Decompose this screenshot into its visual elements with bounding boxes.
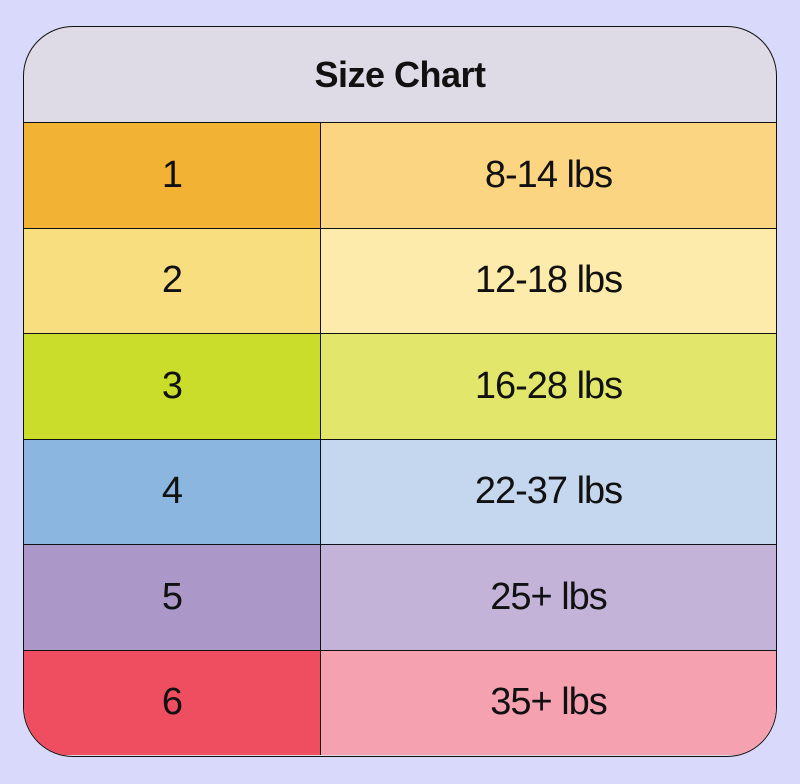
size-cell: 3 [24,334,321,439]
table-row: 4 22-37 lbs [24,439,776,545]
size-cell: 4 [24,439,321,544]
size-cell: 1 [24,123,321,228]
size-cell: 2 [24,228,321,333]
weight-cell: 35+ lbs [321,650,776,755]
size-chart-table: Size Chart 1 8-14 lbs 2 12-18 lbs 3 16-28 lbs… [23,26,777,757]
size-cell: 6 [24,650,321,755]
weight-cell: 16-28 lbs [321,334,776,439]
table-row: 5 25+ lbs [24,545,776,651]
weight-cell: 25+ lbs [321,545,776,650]
table-row: 3 16-28 lbs [24,334,776,440]
chart-title: Size Chart [24,27,776,123]
size-cell: 5 [24,545,321,650]
table-row: 1 8-14 lbs [24,123,776,229]
weight-cell: 8-14 lbs [321,123,776,228]
weight-cell: 12-18 lbs [321,228,776,333]
weight-cell: 22-37 lbs [321,439,776,544]
table-row: 6 35+ lbs [24,650,776,755]
table-row: 2 12-18 lbs [24,228,776,334]
